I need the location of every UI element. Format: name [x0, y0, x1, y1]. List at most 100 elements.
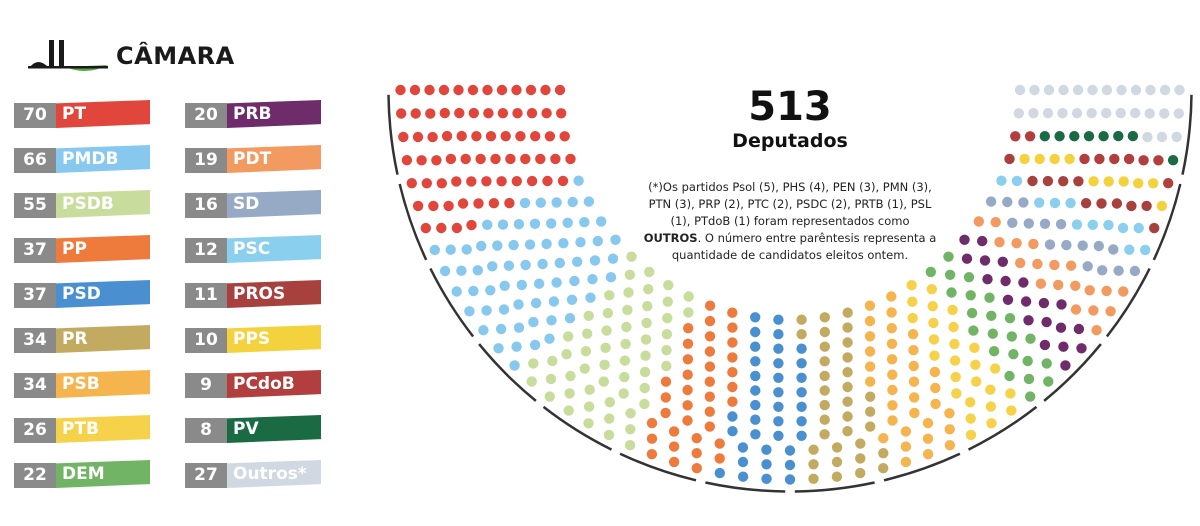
seat-pmdb — [520, 259, 531, 271]
seat-pmdb — [548, 296, 560, 307]
legend-party-name: PSC — [227, 235, 321, 263]
seat-dem — [1041, 358, 1052, 369]
seat-pmdb — [499, 280, 510, 291]
legend-party-name: PRB — [227, 100, 321, 128]
seat-ptb — [1005, 388, 1016, 399]
seat-pmdb — [533, 278, 545, 289]
seat-psd — [796, 416, 807, 427]
seat-pdt — [1105, 306, 1116, 317]
seat-psdb — [545, 373, 557, 385]
seat-pmdb — [589, 255, 601, 266]
seat-psd — [773, 329, 784, 340]
seat-psdb — [528, 358, 539, 369]
seat-pv — [1039, 131, 1051, 142]
seat-pt — [421, 178, 432, 189]
seat-pmdb — [610, 234, 621, 245]
seat-pmdb — [607, 253, 619, 264]
legend-item: 34 PSB — [14, 370, 154, 398]
seat-ptb — [986, 418, 997, 429]
legend-seat-count: 16 — [185, 193, 227, 218]
seat-outros — [1171, 131, 1182, 143]
seat-psc — [1133, 222, 1144, 234]
seat-dem — [968, 325, 979, 336]
seat-pr — [808, 473, 819, 484]
seat-psd — [750, 312, 761, 323]
seat-pdt — [994, 237, 1005, 248]
seat-pmdb — [516, 279, 527, 291]
seat-pv — [1098, 131, 1109, 142]
seat-outros — [1145, 84, 1156, 96]
seat-sd — [1023, 218, 1034, 229]
seat-pt — [416, 155, 427, 166]
seat-pp — [660, 392, 671, 403]
seat-psd — [796, 343, 807, 354]
seat-pt — [554, 84, 566, 96]
seat-pmdb — [493, 343, 504, 354]
seat-psdb — [580, 346, 592, 357]
seat-pros — [1096, 198, 1107, 209]
legend-item: 8 PV — [185, 415, 325, 443]
seat-pmdb — [482, 219, 493, 230]
seat-pr — [842, 396, 853, 407]
legend-seat-count: 26 — [14, 418, 56, 443]
seat-psb — [887, 415, 898, 426]
seat-pt — [456, 130, 467, 142]
outer-arc-segment — [794, 481, 875, 493]
seat-psdb — [563, 331, 574, 342]
seat-pt — [550, 153, 561, 165]
seat-pp — [682, 415, 693, 426]
seat-pmdb — [572, 256, 583, 267]
seat-psb — [944, 424, 955, 435]
seat-pmdb — [537, 258, 548, 270]
legend-party-name: PSB — [56, 370, 150, 398]
legend-seat-count: 34 — [14, 328, 56, 353]
legend-seat-count: 9 — [185, 373, 227, 398]
seat-pt — [410, 108, 421, 119]
seat-pp — [646, 449, 658, 460]
seat-sd — [1113, 265, 1124, 276]
seat-psc — [1140, 244, 1151, 256]
legend-item: 20 PRB — [185, 100, 325, 128]
seat-dem — [987, 328, 998, 339]
outer-arc-segment — [883, 452, 961, 482]
seat-pr — [842, 322, 853, 333]
seat-ptb — [949, 355, 961, 366]
seat-pp — [704, 300, 716, 311]
seat-psdb — [661, 345, 672, 356]
seat-psb — [878, 433, 889, 444]
seat-pmdb — [524, 239, 536, 250]
seat-pp — [668, 426, 680, 437]
seat-prb — [1060, 360, 1071, 371]
seat-ptb — [950, 371, 961, 383]
seat-prb — [979, 255, 991, 266]
seat-psd — [761, 473, 772, 484]
seat-psd — [773, 416, 784, 427]
legend-seat-count: 22 — [14, 463, 56, 488]
seat-psb — [886, 323, 897, 334]
seat-psd — [773, 430, 784, 441]
seat-sd — [1055, 219, 1067, 230]
seat-pt — [512, 108, 523, 119]
outer-arc-segment — [1043, 343, 1102, 402]
seat-psc — [1049, 197, 1061, 209]
party-legend: 70 PT 66 PMDB 55 PSDB 37 PP 37 PSD 34 PR 34 PSB 26 PTB 2… — [0, 0, 340, 526]
seat-pps — [1034, 153, 1045, 165]
camara-logo: CÂMARA — [26, 36, 246, 76]
seat-ptb — [970, 359, 981, 370]
seat-sd — [1129, 265, 1141, 277]
seat-prb — [997, 256, 1008, 267]
seat-psd — [796, 387, 807, 398]
seat-pmdb — [583, 196, 595, 207]
seat-pmdb — [528, 316, 539, 328]
seat-dem — [1008, 349, 1019, 360]
seat-psd — [773, 314, 784, 325]
camara-logo-icon — [28, 40, 108, 72]
seat-psb — [907, 329, 919, 340]
seat-psdb — [640, 334, 652, 345]
seat-pt — [559, 131, 570, 142]
seat-psd — [727, 411, 738, 422]
seat-pt — [466, 176, 477, 187]
seat-psd — [784, 474, 796, 485]
seat-outros — [1101, 84, 1113, 96]
seat-pmdb — [439, 265, 451, 277]
